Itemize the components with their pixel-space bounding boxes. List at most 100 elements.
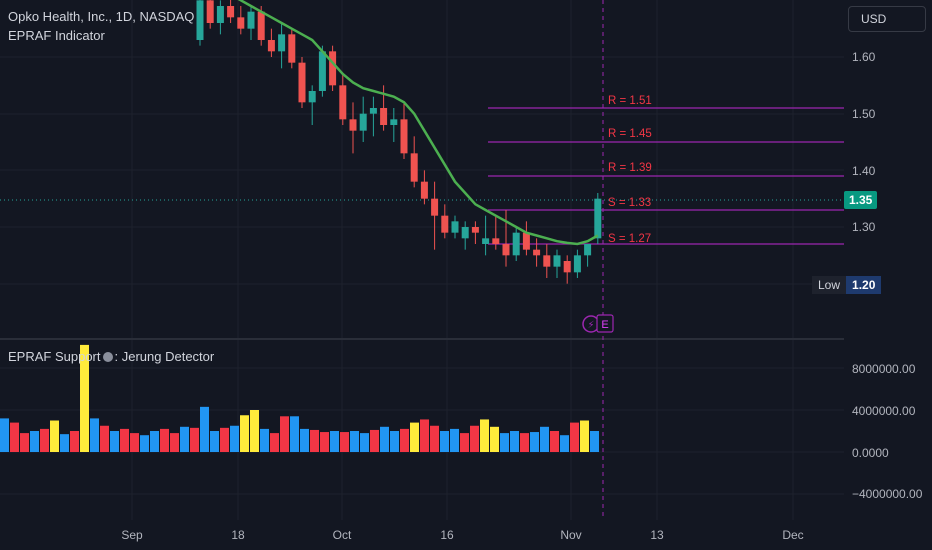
earnings-marker[interactable]: ⚡ E bbox=[582, 314, 614, 333]
price-tick: 1.60 bbox=[852, 50, 876, 64]
candle-body bbox=[522, 232, 530, 250]
volume-tick: 0.0000 bbox=[852, 446, 889, 460]
volume-bar bbox=[530, 432, 539, 452]
candle-body bbox=[492, 238, 500, 244]
candle-body bbox=[573, 255, 581, 273]
volume-bar bbox=[100, 425, 109, 452]
volume-bar bbox=[240, 415, 249, 452]
volume-bar bbox=[370, 429, 379, 452]
volume-pane-name: EPRAF Support bbox=[8, 349, 101, 364]
volume-bar bbox=[330, 431, 339, 452]
volume-bar bbox=[410, 422, 419, 452]
volume-bar bbox=[320, 432, 329, 452]
currency-button[interactable]: USD bbox=[848, 6, 926, 32]
candle-body bbox=[410, 153, 418, 182]
volume-bar bbox=[430, 425, 439, 452]
candle-body bbox=[318, 51, 326, 91]
volume-pane-title[interactable]: EPRAF Support : Jerung Detector bbox=[8, 349, 214, 364]
volume-bar bbox=[120, 428, 129, 452]
volume-bar bbox=[250, 410, 259, 452]
volume-bar bbox=[70, 431, 79, 452]
volume-bar bbox=[60, 434, 69, 452]
price-tick: 1.50 bbox=[852, 107, 876, 121]
volume-bar bbox=[520, 433, 529, 452]
candle-body bbox=[471, 227, 479, 233]
price-axis[interactable]: 1.60 1.50 1.40 1.30 bbox=[852, 50, 876, 234]
level-labels: R = 1.51 R = 1.45 R = 1.39 S = 1.33 S = … bbox=[608, 95, 652, 245]
volume-bar bbox=[590, 431, 599, 452]
candle-body bbox=[553, 255, 561, 267]
candle-body bbox=[420, 181, 428, 199]
candle-body bbox=[431, 198, 439, 216]
volume-bar bbox=[360, 433, 369, 452]
last-price-badge: 1.35 bbox=[844, 191, 878, 209]
low-text: Low bbox=[812, 276, 847, 294]
volume-bar bbox=[480, 419, 489, 452]
candle-body bbox=[512, 232, 520, 256]
earnings-e-box bbox=[596, 314, 614, 333]
volume-bar bbox=[340, 432, 349, 452]
volume-bar bbox=[450, 428, 459, 452]
settings-gear-icon[interactable] bbox=[102, 352, 113, 362]
low-price-label: Low 1.20 bbox=[812, 276, 882, 294]
volume-bar bbox=[140, 435, 149, 452]
volume-bar bbox=[10, 422, 19, 452]
candle-body bbox=[288, 34, 296, 63]
volume-bar bbox=[440, 431, 449, 452]
moving-average-line bbox=[237, 0, 599, 246]
support-resistance-levels bbox=[488, 107, 844, 245]
volume-bar bbox=[20, 433, 29, 452]
volume-bar bbox=[270, 433, 279, 452]
volume-bar bbox=[490, 426, 499, 452]
candle-body bbox=[441, 215, 449, 233]
level-label: R = 1.45 bbox=[608, 128, 652, 140]
symbol-title[interactable]: Opko Health, Inc., 1D, NASDAQ bbox=[8, 9, 195, 24]
candle-body bbox=[461, 227, 469, 239]
level-label: S = 1.33 bbox=[608, 197, 651, 209]
volume-bar bbox=[220, 427, 229, 452]
candle-body bbox=[584, 244, 592, 256]
volume-bar bbox=[310, 429, 319, 452]
volume-tick: 8000000.00 bbox=[852, 362, 916, 376]
volume-pane-suffix: : Jerung Detector bbox=[114, 349, 215, 364]
volume-bar bbox=[290, 416, 299, 452]
time-axis[interactable]: Sep 18 Oct 16 Nov 13 Dec bbox=[121, 528, 803, 542]
time-tick: 16 bbox=[440, 528, 454, 542]
indicator-title[interactable]: EPRAF Indicator bbox=[8, 28, 105, 43]
candle-body bbox=[359, 113, 367, 131]
volume-bar bbox=[280, 416, 289, 452]
volume-bar bbox=[540, 426, 549, 452]
volume-axis[interactable]: 8000000.00 4000000.00 0.0000 −4000000.00 bbox=[852, 362, 923, 501]
volume-bar bbox=[390, 431, 399, 452]
volume-bar bbox=[400, 428, 409, 452]
low-value: 1.20 bbox=[846, 276, 882, 294]
volume-bar bbox=[210, 431, 219, 452]
candlestick-series bbox=[196, 0, 602, 284]
candle-body bbox=[369, 108, 377, 114]
volume-bar bbox=[580, 420, 589, 452]
candle-body bbox=[267, 40, 275, 52]
candle-body bbox=[563, 261, 571, 273]
candle-body bbox=[594, 198, 602, 239]
time-tick: Oct bbox=[333, 528, 352, 542]
volume-bar bbox=[0, 418, 9, 452]
volume-bar bbox=[30, 431, 39, 452]
volume-bar bbox=[200, 406, 209, 452]
earnings-label: E bbox=[601, 319, 608, 331]
volume-bar bbox=[300, 428, 309, 452]
earnings-bolt-icon: ⚡ bbox=[587, 320, 594, 331]
candle-body bbox=[533, 249, 541, 256]
candle-body bbox=[278, 34, 286, 52]
candle-body bbox=[380, 108, 388, 125]
candle-body bbox=[349, 119, 357, 131]
candle-body bbox=[298, 62, 306, 103]
level-label: S = 1.27 bbox=[608, 233, 651, 245]
candle-body bbox=[257, 11, 265, 40]
volume-bar bbox=[230, 425, 239, 452]
volume-bar bbox=[190, 427, 199, 452]
candle-body bbox=[237, 17, 245, 29]
volume-bar bbox=[50, 420, 59, 452]
volume-bar bbox=[260, 428, 269, 452]
volume-bar bbox=[570, 422, 579, 452]
